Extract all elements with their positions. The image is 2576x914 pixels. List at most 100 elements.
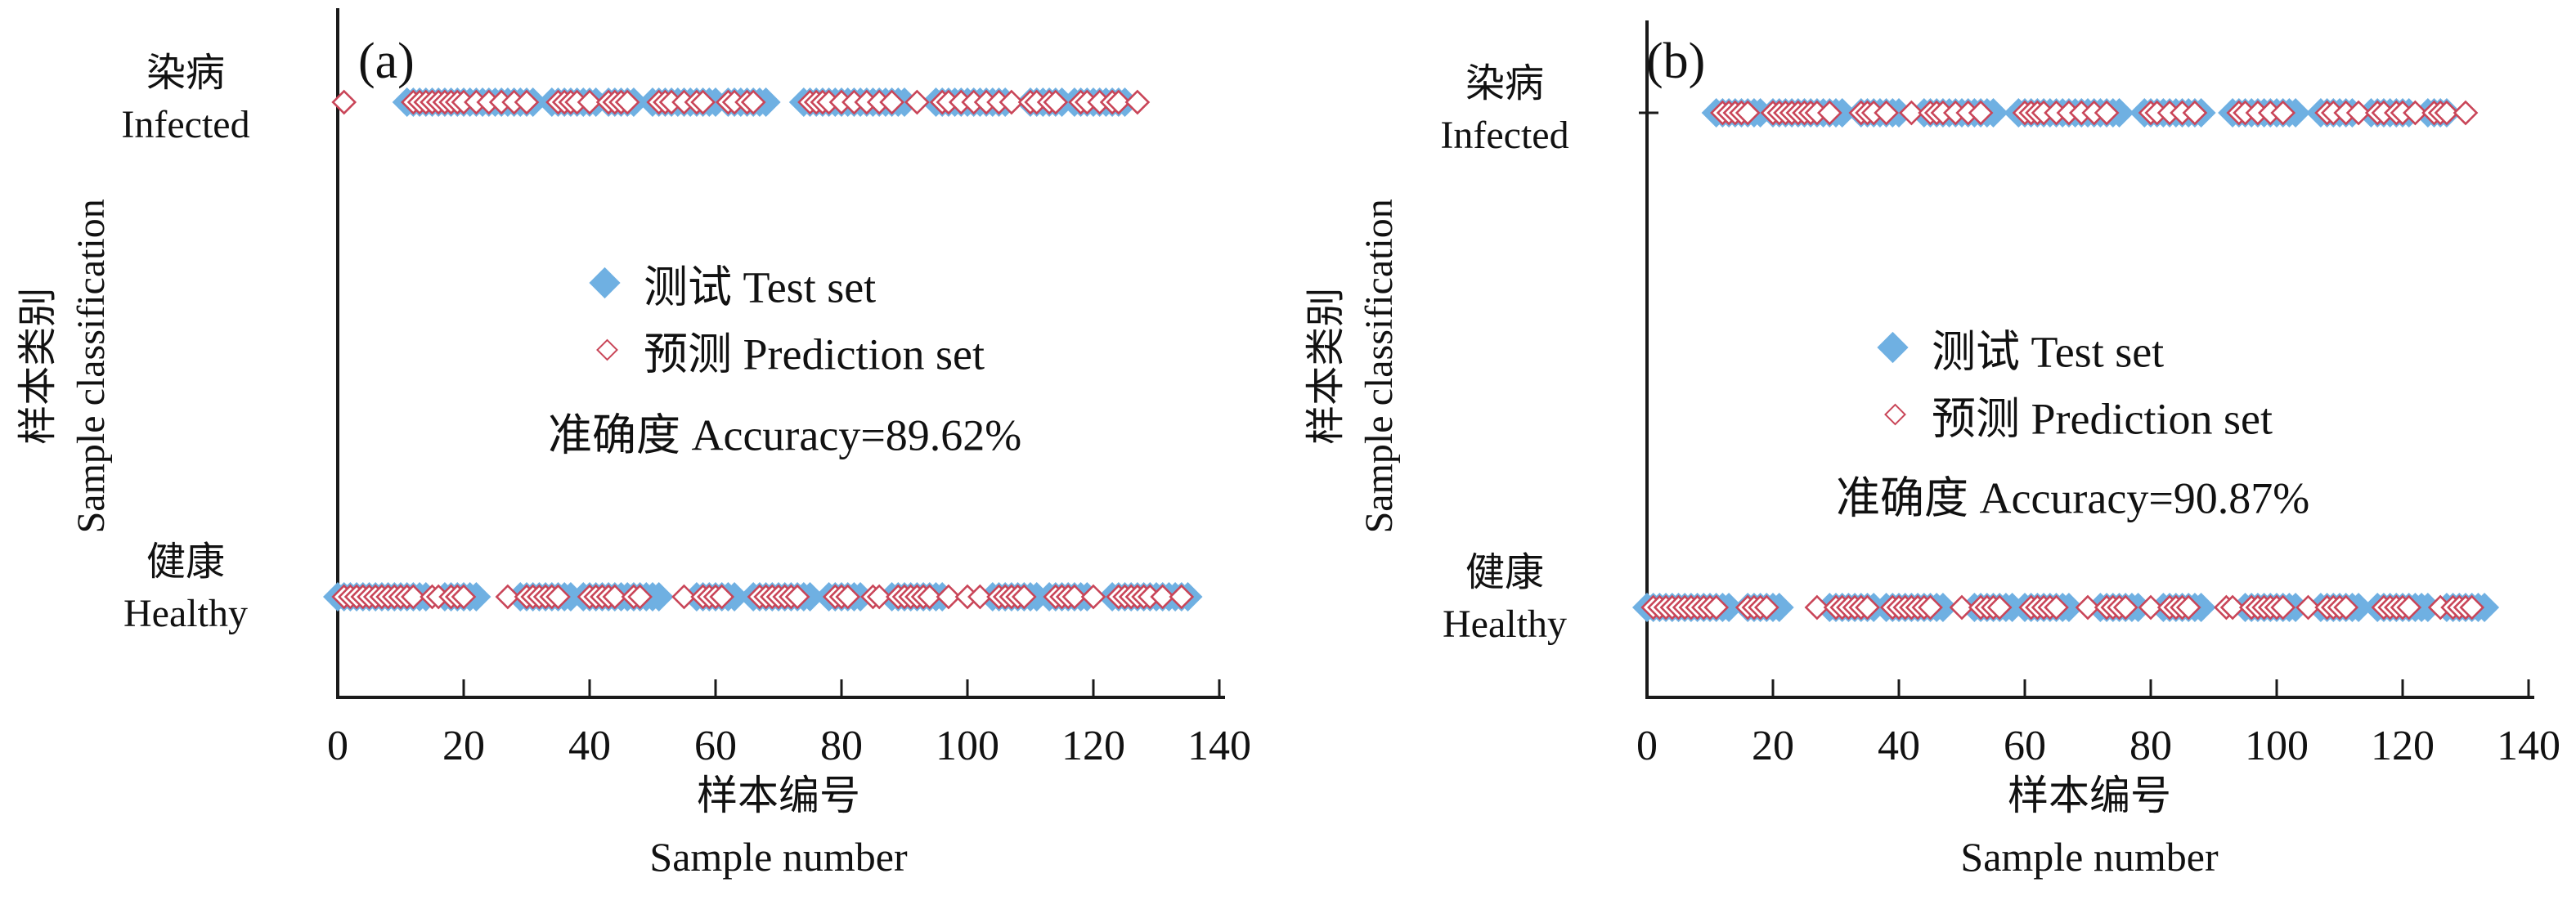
test-set-marker: [1928, 593, 1958, 622]
prediction-set-marker: [1043, 89, 1069, 115]
prediction-set-marker: [1169, 584, 1195, 610]
prediction-set-marker: [627, 584, 653, 610]
prediction-set-marker: [740, 89, 766, 115]
test-set-marker: [1827, 98, 1857, 128]
x-axis-title-en: Sample number: [1960, 834, 2219, 880]
x-tick-label: 120: [2371, 723, 2435, 769]
test-set-marker: [2186, 593, 2216, 622]
test-set-marker: [2123, 593, 2153, 622]
prediction-set-marker: [614, 89, 640, 115]
prediction-set-marker: [451, 584, 477, 610]
prediction-set-marker: [2403, 100, 2428, 126]
prediction-set-marker: [2396, 594, 2422, 621]
prediction-set-marker: [331, 89, 357, 115]
prediction-set-marker: [2333, 594, 2359, 621]
y-axis-title-b: 样本类别 Sample classification: [1300, 0, 1407, 734]
panel-a-label: (a): [358, 34, 415, 89]
prediction-set-marker: [2453, 100, 2479, 126]
y-axis-title-cn: 样本类别: [1304, 287, 1349, 445]
prediction-set-marker: [835, 584, 861, 610]
prediction-set-marker: [1753, 594, 1779, 621]
test-set-marker: [1978, 98, 2008, 128]
prediction-set-marker: [1804, 594, 1830, 621]
y-tick-healthy-cn: 健康: [1465, 551, 1544, 594]
test-set-marker: [2053, 593, 2084, 622]
prediction-set-marker: [602, 584, 628, 610]
panel-b-label: (b): [1646, 34, 1706, 89]
prediction-set-marker: [2175, 594, 2201, 621]
x-tick-label: 40: [568, 723, 611, 769]
test-set-marker: [1884, 98, 1914, 128]
y-tick-healthy-cn: 健康: [146, 540, 225, 584]
y-axis-title-en: Sample classification: [1358, 199, 1401, 534]
prediction-set-marker: [2112, 594, 2138, 621]
prediction-set-marker: [1918, 594, 1943, 621]
test-set-marker: [720, 582, 750, 612]
x-tick-label: 20: [442, 723, 485, 769]
y-tick-label-healthy: 健康 Healthy: [88, 536, 284, 640]
panel-a: (a) 样本类别 Sample classification 染病 Infect…: [16, 8, 1251, 888]
prediction-set-marker: [577, 89, 603, 115]
prediction-set-marker: [2270, 594, 2296, 621]
prediction-set-marker: [2138, 594, 2164, 621]
x-axis-title-a: 样本编号 Sample number: [492, 765, 1065, 888]
prediction-set-marker: [2296, 594, 2321, 621]
y-tick-healthy-en: Healthy: [1443, 603, 1567, 647]
prediction-set-marker: [936, 584, 962, 610]
prediction-set-marker: [514, 89, 540, 115]
prediction-set-marker: [401, 584, 426, 610]
prediction-set-marker: [2219, 594, 2246, 621]
prediction-set-marker: [1703, 594, 1730, 621]
test-set-marker: [2104, 98, 2134, 128]
x-axis-title-cn: 样本编号: [697, 773, 860, 818]
prediction-set-marker: [1124, 89, 1151, 115]
y-axis-title-cn: 样本类别: [16, 287, 61, 445]
prediction-set-marker: [671, 584, 697, 610]
test-set-marker: [890, 87, 919, 117]
x-tick-label: 140: [1187, 723, 1251, 769]
prediction-set-marker: [967, 584, 993, 610]
x-tick-label: 100: [936, 723, 999, 769]
x-tick-label: 120: [1061, 723, 1125, 769]
prediction-set-marker: [1855, 594, 1880, 621]
prediction-set-marker: [1968, 100, 1994, 126]
panel-b: (b) 样本类别 Sample classification 染病 Infect…: [1288, 0, 2576, 914]
test-set-marker: [2281, 98, 2311, 128]
prediction-set-marker: [1011, 584, 1037, 610]
y-tick-healthy-en: Healthy: [123, 592, 248, 636]
x-tick-label: 80: [820, 723, 863, 769]
x-tick-label: 140: [2497, 723, 2560, 769]
prediction-set-marker: [2094, 100, 2120, 126]
prediction-set-marker: [999, 89, 1025, 115]
x-tick-label: 60: [694, 723, 737, 769]
prediction-set-marker: [1874, 100, 1899, 126]
test-set-marker: [461, 582, 491, 612]
test-set-marker: [2281, 593, 2311, 622]
prediction-set-marker: [1061, 584, 1088, 610]
prediction-set-marker: [1816, 100, 1842, 126]
scatter-plot-b: [1632, 20, 2534, 699]
test-set-marker: [2344, 593, 2374, 622]
y-tick-label-healthy: 健康 Healthy: [1407, 547, 1603, 651]
test-set-marker: [1714, 593, 1744, 622]
x-tick-label: 80: [2129, 723, 2172, 769]
prediction-set-marker: [709, 584, 735, 610]
prediction-set-marker: [1080, 584, 1106, 610]
x-tick-label: 20: [1752, 723, 1794, 769]
prediction-set-marker: [2434, 100, 2460, 126]
prediction-set-marker: [2044, 594, 2069, 621]
prediction-set-marker: [495, 584, 521, 610]
x-tick-label: 40: [1878, 723, 1920, 769]
y-tick-label-infected: 染病 Infected: [1407, 58, 1603, 162]
y-tick-infected-en: Infected: [121, 103, 250, 147]
test-set-marker: [795, 582, 825, 612]
x-axis-title-b: 样本编号 Sample number: [1803, 765, 2376, 888]
prediction-set-marker: [2459, 594, 2485, 621]
x-axis-title-cn: 样本编号: [2008, 773, 2171, 818]
prediction-set-marker: [1949, 594, 1975, 621]
prediction-set-marker: [784, 584, 810, 610]
y-tick-infected-cn: 染病: [146, 52, 225, 95]
x-tick-label: 0: [327, 723, 348, 769]
y-tick-infected-en: Infected: [1440, 114, 1569, 158]
prediction-set-marker: [690, 89, 716, 115]
